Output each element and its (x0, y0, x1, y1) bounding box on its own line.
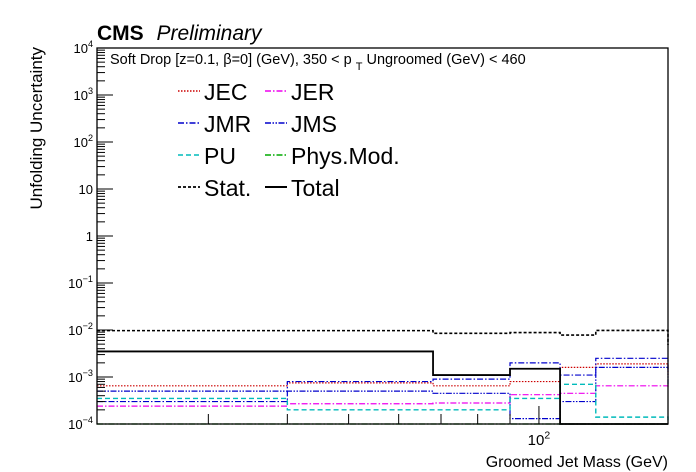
y-tick-label: 10 (79, 182, 93, 197)
legend: JEC JER JMR JMS PU Phys.Mod. Stat. Total (178, 79, 400, 201)
plot-frame (96, 47, 669, 425)
y-tick-label: 104 (73, 39, 93, 56)
annotation-beta: β (223, 52, 231, 68)
y-tick-label: 102 (73, 133, 93, 150)
x-tick-label: 102 (528, 429, 551, 449)
legend-entry-label: Phys.Mod. (291, 143, 400, 169)
legend-entry-label: JMR (204, 111, 251, 137)
y-tick-label: 10−4 (68, 415, 93, 432)
chart-title: CMS Preliminary (97, 22, 263, 45)
phase-space-annotation: Soft Drop [z=0.1, β=0] (GeV), 350 < p T U… (110, 52, 526, 73)
series-layer (97, 329, 669, 425)
legend-entry-label: JEC (204, 79, 247, 105)
annotation-subscript: T (356, 61, 363, 73)
y-tick-label: 103 (73, 86, 93, 103)
legend-entry-label: Stat. (204, 175, 251, 201)
y-axis-label: Unfolding Uncertainty (27, 47, 46, 210)
legend-entry-label: PU (204, 143, 236, 169)
y-tick-label: 1 (86, 229, 93, 244)
legend-entry-label: JER (291, 79, 334, 105)
y-tick-label: 10−1 (68, 274, 93, 291)
series-total-line (97, 350, 668, 425)
legend-entry-label: JMS (291, 111, 337, 137)
series-jer-line (97, 385, 669, 407)
annotation-part: Soft Drop [z=0.1, (110, 52, 223, 68)
series-jec-line (97, 363, 669, 387)
status-label: Preliminary (157, 22, 264, 45)
experiment-label: CMS (97, 22, 144, 45)
y-tick-label: 10−3 (68, 368, 93, 385)
legend-entry-label: Total (291, 175, 340, 201)
series-pu-line (97, 383, 669, 421)
ticks-layer: 10−4 10−3 10−2 10−1 1 10 102 103 104 102 (68, 39, 550, 449)
series-jmr-line (97, 357, 669, 403)
annotation-part: Ungroomed (GeV) < 460 (362, 52, 525, 68)
x-axis-label: Groomed Jet Mass (GeV) (486, 454, 668, 471)
annotation-part: =0] (GeV), 350 < p (232, 52, 352, 68)
series-stat-line (97, 329, 669, 345)
y-tick-label: 10−2 (68, 321, 93, 338)
series-jms-line (97, 366, 669, 420)
